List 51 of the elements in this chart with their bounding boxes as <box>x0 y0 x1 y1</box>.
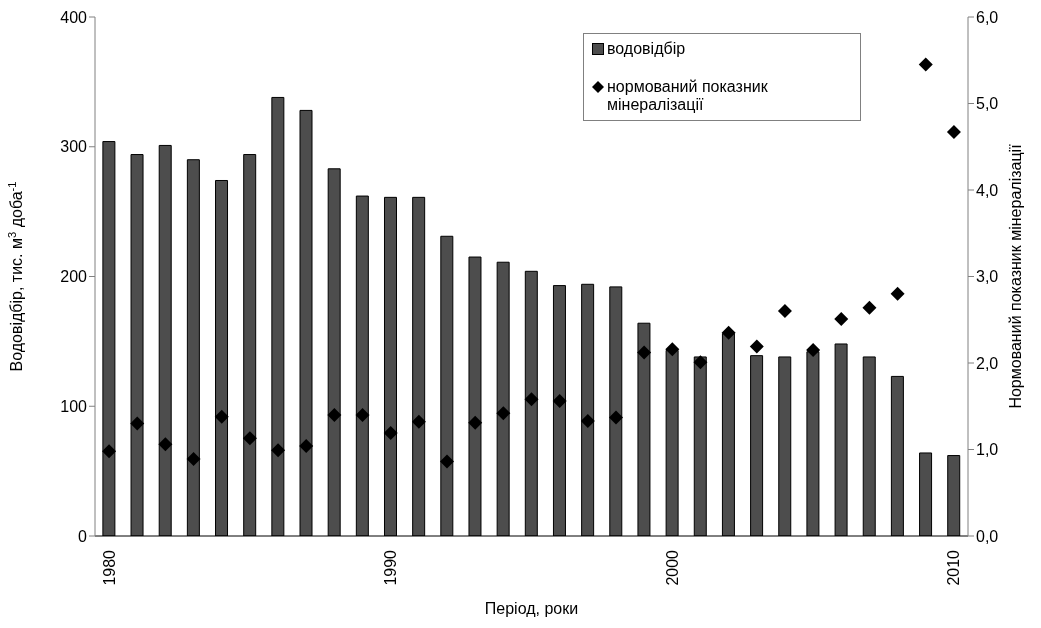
point <box>946 125 961 140</box>
x-axis-title: Період, роки <box>484 600 579 617</box>
y-tick-label: 100 <box>60 397 88 415</box>
y2-tick-label: 1,0 <box>976 441 999 459</box>
legend-label: нормований показник мінералізації <box>607 78 769 114</box>
y2-tick-label: 3,0 <box>976 268 999 286</box>
point <box>749 339 764 354</box>
x-tick-label: 1990 <box>382 549 400 586</box>
point <box>130 416 145 431</box>
y2-tick-label: 0,0 <box>976 527 999 545</box>
point <box>862 300 877 315</box>
point <box>834 311 849 326</box>
point <box>496 406 511 421</box>
point <box>665 342 680 357</box>
x-tick-label: 2000 <box>663 549 681 586</box>
x-tick-label: 2010 <box>945 549 963 586</box>
point <box>411 414 426 429</box>
y2-tick-label: 4,0 <box>976 181 999 199</box>
point <box>102 444 117 459</box>
point <box>721 325 736 340</box>
point <box>918 57 933 72</box>
point <box>214 409 229 424</box>
point <box>580 413 595 428</box>
point <box>608 410 623 425</box>
point <box>637 345 652 360</box>
point <box>299 439 314 454</box>
point <box>693 355 708 370</box>
y-tick-label: 400 <box>60 8 88 26</box>
y2-axis-title: Нормований показник мінералізації <box>1007 143 1024 409</box>
y2-tick-label: 5,0 <box>976 95 999 113</box>
point <box>271 443 286 458</box>
point <box>383 426 398 441</box>
y-tick-label: 300 <box>60 138 88 156</box>
y-tick-label: 200 <box>60 268 88 286</box>
y2-tick-label: 6,0 <box>976 8 999 26</box>
x-tick-label: 1980 <box>100 549 118 586</box>
point <box>440 454 455 469</box>
point <box>327 407 342 422</box>
point <box>806 343 821 358</box>
point <box>890 286 905 301</box>
y2-tick-label: 2,0 <box>976 354 999 372</box>
point <box>186 452 201 467</box>
y-tick-label: 0 <box>78 527 88 545</box>
legend-label: водовідбір <box>607 40 686 58</box>
point <box>777 304 792 319</box>
point <box>552 394 567 409</box>
point <box>355 407 370 422</box>
point <box>468 415 483 430</box>
point <box>242 431 257 446</box>
point <box>524 392 539 407</box>
point <box>158 437 173 452</box>
